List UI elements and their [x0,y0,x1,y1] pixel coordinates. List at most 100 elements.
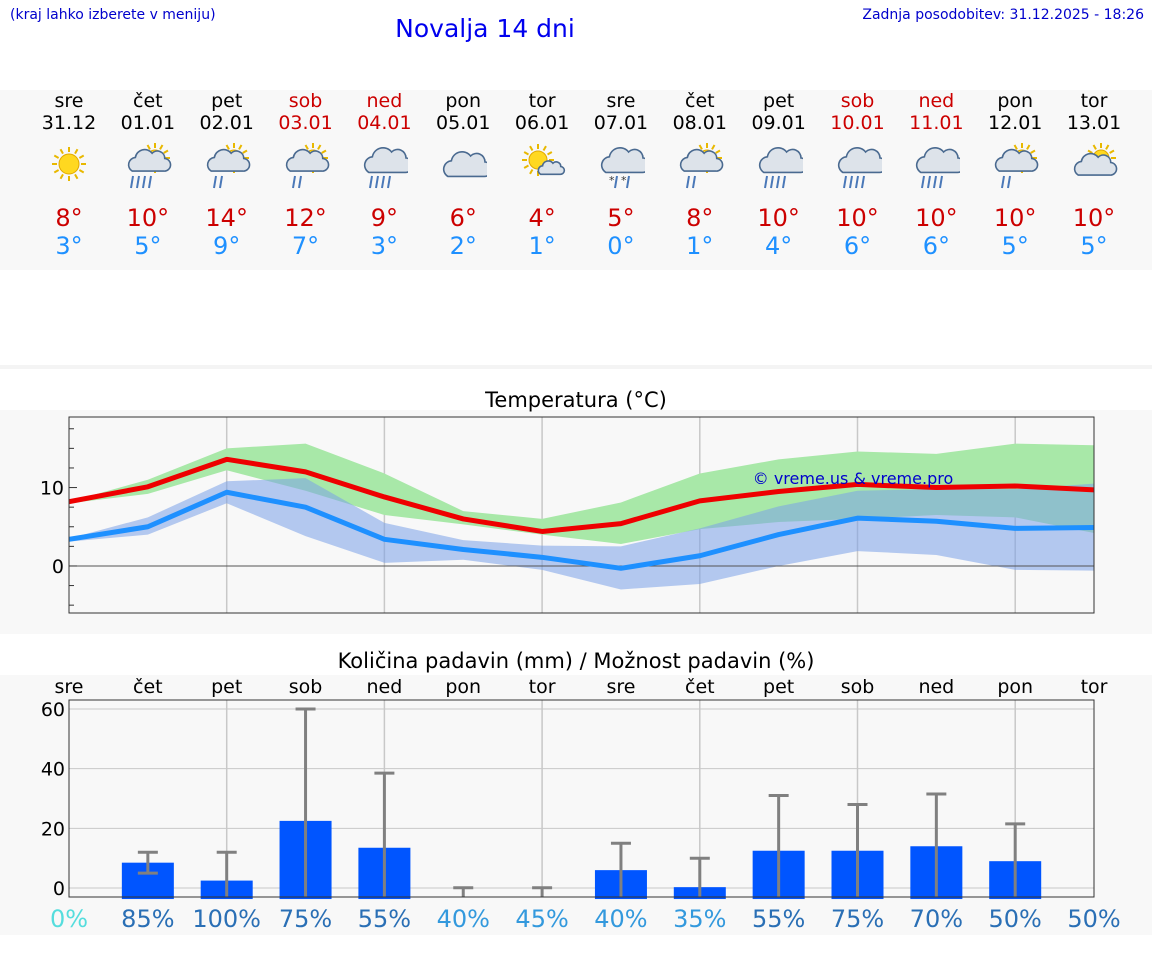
day-date: 03.01 [278,112,333,134]
day-name: sre [54,90,84,112]
temp-max: 8° [686,204,714,232]
day-name: tor [1080,90,1108,112]
x-tick-label: ned [367,676,403,698]
sun-cloud-light-rain-icon [206,143,251,189]
forecast-strip: sre 31.12 8° 3° čet 01.01 10° 5° pet 02.01 14° 9° so… [0,90,1152,270]
y-tick-label: 20 [41,818,65,840]
day-column: sre 07.01 * * 5° 0° [581,90,660,260]
day-column: tor 13.01 10° 5° [1055,90,1134,260]
x-tick-label: sob [841,676,875,698]
day-date: 12.01 [987,112,1043,134]
cloud-rain-icon [364,147,409,189]
day-column: pet 09.01 10° 4° [739,90,818,260]
day-name: ned [918,90,955,112]
cloudy-icon [443,151,488,178]
temp-max: 10° [836,204,879,232]
precip-probability: 40% [437,905,490,933]
last-updated: Zadnja posodobitev: 31.12.2025 - 18:26 [862,7,1144,23]
day-column: čet 01.01 10° 5° [108,90,187,260]
sun-cloud-light-rain-icon [995,143,1039,189]
x-tick-label: sre [606,676,635,698]
precip-probability: 35% [673,905,726,933]
precip-probability: 45% [515,905,568,933]
x-tick-label: ned [918,676,954,698]
day-date: 06.01 [514,112,570,134]
y-tick-label: 60 [41,699,65,721]
x-tick-label: čet [685,676,715,698]
temp-max: 10° [126,204,170,232]
day-column: tor 06.01 4° 1° [503,90,582,260]
day-column: čet 08.01 8° 1° [660,90,739,260]
cloud-rain-icon [837,147,882,189]
x-tick-label: pon [445,676,481,698]
temp-min: 6° [843,232,872,260]
temp-min: 5° [134,232,162,260]
min-temp-line [68,489,1095,571]
day-name: pet [763,90,795,112]
temp-max: 8° [55,204,83,232]
x-tick-label: pet [763,676,794,698]
temp-max: 5° [607,204,635,232]
min-range-band [69,478,1095,590]
precip-probability: 70% [910,905,963,933]
temp-min: 1° [686,232,714,260]
day-name: tor [528,90,556,112]
temp-max: 10° [757,204,800,232]
x-tick-label: pon [997,676,1033,698]
day-date: 05.01 [436,112,491,134]
temp-max: 10° [915,204,958,232]
temp-max: 10° [1072,204,1116,232]
precip-probability: 75% [279,905,332,933]
temperature-chart: 0 10 © vreme.us & vreme.pro [40,416,1095,614]
precip-probability: 75% [831,905,884,933]
page-title: Novalja 14 dni [395,14,575,43]
day-column: sob 03.01 12° 7° [266,90,345,260]
temp-max: 12° [284,204,327,232]
temp-max: 10° [993,204,1037,232]
temp-min: 5° [1001,232,1029,260]
max-temp-line [68,456,1095,534]
precip-probability: 40% [594,905,647,933]
day-name: sre [606,90,636,112]
day-name: ned [366,90,403,112]
temp-min: 9° [213,232,241,260]
day-column: pon 05.01 6° 2° [424,90,503,260]
day-column: ned 11.01 10° 6° [897,90,976,260]
precip-probability: 0% [50,905,88,933]
day-date: 04.01 [357,112,412,134]
temp-min: 7° [291,232,320,260]
day-column: pon 12.01 10° 5° [976,90,1055,260]
day-date: 02.01 [199,112,254,134]
watermark: © vreme.us & vreme.pro [753,469,954,488]
temp-min: 1° [528,232,556,260]
x-tick-label: sob [289,676,323,698]
day-date: 07.01 [593,112,649,134]
temp-max: 14° [205,204,248,232]
temp-max: 9° [370,204,399,232]
temp-max: 6° [449,204,477,232]
precip-probability: 50% [989,905,1042,933]
location-hint: (kraj lahko izberete v meniju) [10,7,216,23]
precipitation-chart: 0204060sre0%čet85%pet100%sob75%ned55%pon… [41,676,1121,933]
temp-min: 5° [1080,232,1108,260]
day-date: 01.01 [120,112,176,134]
day-column: pet 02.01 14° 9° [187,90,266,260]
temp-min: 0° [607,232,635,260]
day-date: 31.12 [41,112,97,134]
x-tick-label: sre [55,676,84,698]
temp-max: 4° [528,204,556,232]
temperature-chart-title: Temperatura (°C) [485,388,667,412]
temp-min: 3° [55,232,83,260]
precip-probability: 55% [752,905,805,933]
temp-min: 6° [922,232,950,260]
day-name: pet [211,90,243,112]
x-tick-label: tor [529,676,556,698]
day-column: sob 10.01 10° 6° [818,90,897,260]
divider [0,365,1152,369]
day-name: pon [445,90,482,112]
day-name: pon [997,90,1034,112]
precipitation-chart-title: Količina padavin (mm) / Možnost padavin … [337,649,815,673]
x-tick-label: pet [211,676,242,698]
temp-min: 4° [765,232,793,260]
svg-text:*: * [609,174,615,187]
